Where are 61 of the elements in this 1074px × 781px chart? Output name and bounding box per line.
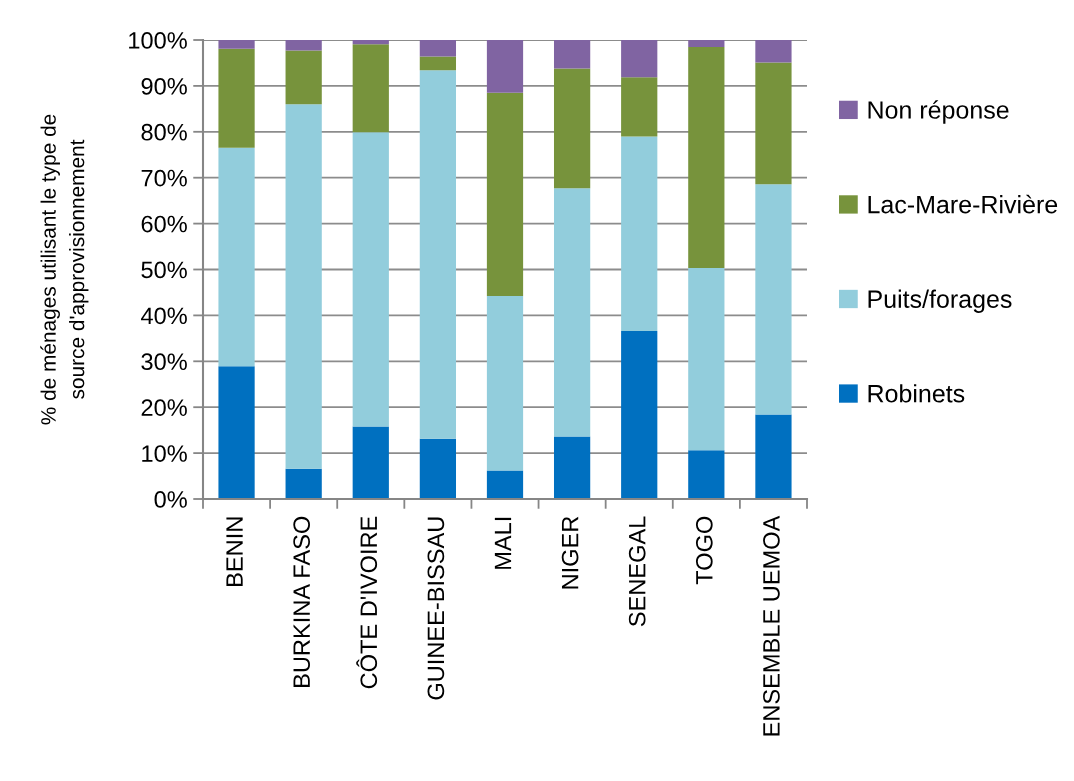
bar <box>218 48 255 148</box>
y-tick-label: 50% <box>141 261 187 279</box>
bar <box>285 40 322 51</box>
y-tick-label: 80% <box>141 123 187 141</box>
bar <box>755 184 792 415</box>
bar <box>352 40 389 45</box>
x-tick-label: TOGO <box>695 516 713 585</box>
y-tick-label: 60% <box>141 215 187 233</box>
bar <box>553 40 591 69</box>
bar <box>486 40 524 93</box>
y-tick-label: 70% <box>141 169 187 187</box>
bar <box>218 40 255 49</box>
bar <box>553 188 591 437</box>
bar <box>486 470 524 499</box>
bar <box>486 92 524 297</box>
y-tick-label: 20% <box>141 399 187 416</box>
bar <box>621 136 658 332</box>
bar <box>755 414 792 499</box>
bar <box>419 438 457 499</box>
y-tick-label: 10% <box>142 445 187 462</box>
bar <box>688 46 725 269</box>
x-tick-label: ENSEMBLE UEMOA <box>763 515 780 736</box>
bar <box>621 77 658 137</box>
x-tick-label: NIGER <box>561 516 579 589</box>
legend-label: Lac-Mare-Rivière <box>868 194 1058 214</box>
bar <box>486 296 524 471</box>
x-tick-label: SENEGAL <box>628 516 646 627</box>
bar <box>621 331 658 499</box>
y-tick-label: 0% <box>154 491 187 508</box>
x-tick-label: MALI <box>494 517 512 569</box>
bar <box>218 147 255 367</box>
bar <box>285 468 322 499</box>
bar <box>553 68 591 189</box>
bar <box>755 40 792 63</box>
bar <box>285 50 322 105</box>
bar <box>755 62 792 185</box>
bar <box>688 268 725 451</box>
x-tick-label: GUINEE-BISSAU <box>427 517 445 700</box>
legend-label: Robinets <box>868 384 965 403</box>
bar <box>419 56 457 71</box>
bar <box>419 70 457 439</box>
bar <box>218 366 255 499</box>
x-tick-label: BURKINA FASO <box>293 516 310 687</box>
bar <box>419 40 457 57</box>
bar <box>688 450 725 499</box>
y-tick-label: 90% <box>141 77 187 95</box>
x-tick-label: BENIN <box>226 517 243 586</box>
y-tick-label: 30% <box>141 353 187 371</box>
legend-label: Puits/forages <box>868 289 1012 313</box>
y-tick-label: 100% <box>129 32 187 49</box>
bar <box>285 104 322 469</box>
bar <box>688 40 725 47</box>
bar <box>352 426 389 499</box>
legend-label: Non réponse <box>868 100 1009 124</box>
y-tick-label: 40% <box>141 307 187 325</box>
bar <box>553 436 591 499</box>
bar <box>621 40 658 78</box>
x-tick-label: CÔTE D'IVOIRE <box>356 516 378 689</box>
bar <box>352 44 389 133</box>
bar <box>352 132 389 427</box>
y-axis-title: % de ménages utilisant le type de source d'approvisionnement <box>40 114 89 425</box>
